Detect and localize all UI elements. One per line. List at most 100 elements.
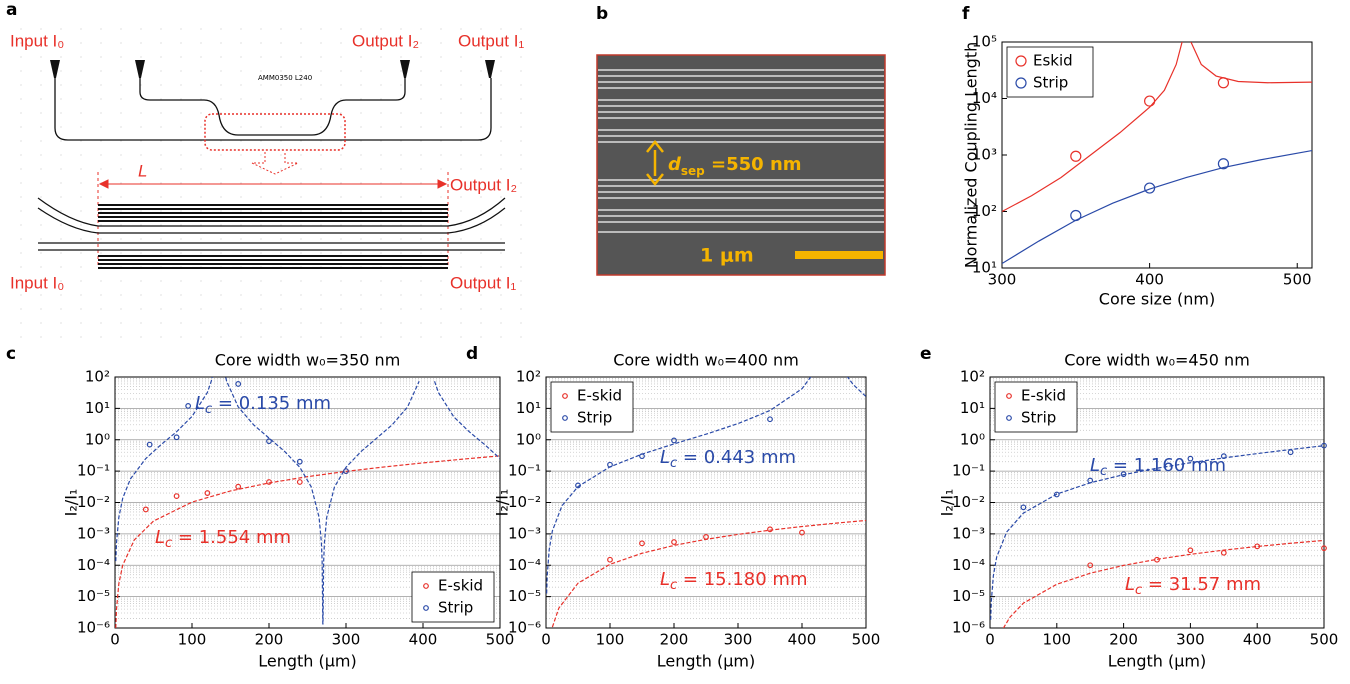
y-tick-label: 10²: [972, 202, 997, 220]
x-tick-label: 500: [1310, 631, 1339, 649]
legend-marker: [1006, 415, 1012, 421]
legend-label: Strip: [438, 599, 473, 617]
annotation-text: = 0.135 mm: [212, 393, 331, 414]
dsep-symbol: d: [668, 154, 682, 175]
annotation-sub: c: [670, 456, 677, 471]
data-point: [607, 556, 613, 563]
legend-label: Strip: [1021, 409, 1056, 427]
plot-frame: [545, 376, 867, 629]
x-tick-label: 300: [724, 631, 753, 649]
x-axis-label: Length (μm): [1108, 652, 1207, 671]
data-point: [1087, 477, 1094, 484]
x-tick-label: 200: [660, 631, 689, 649]
legend-label: Eskid: [1033, 52, 1073, 70]
x-tick-label: 0: [110, 631, 120, 649]
y-tick-label: 10¹: [972, 259, 997, 277]
data-point: [1187, 455, 1194, 462]
port-label: Input I₀: [10, 31, 64, 50]
y-tick-label: 10⁵: [972, 33, 997, 51]
grating-couplers: [50, 60, 495, 78]
data-point: [146, 441, 153, 448]
panel-label: e: [920, 344, 932, 364]
plot-frame: [989, 376, 1325, 629]
annotation: Lc = 0.135 mm: [195, 393, 331, 417]
y-tick-label: 10⁴: [972, 89, 997, 107]
data-point: [266, 438, 272, 445]
x-tick-label: 0: [541, 631, 551, 649]
data-point: [1220, 453, 1227, 460]
y-tick-label: 10⁻⁵: [77, 587, 110, 605]
y-tick-label: 10⁻²: [508, 493, 541, 511]
sem-stripes: [598, 69, 884, 233]
chart: f Core size (nm) Normalized Coupling Lengt…: [962, 4, 1313, 309]
data-point: [1287, 449, 1294, 456]
scale-label: 1 μm: [700, 245, 754, 267]
annotation: Lc = 0.443 mm: [660, 447, 796, 471]
zoom-box: [204, 113, 346, 151]
annotation: Lc = 1.160 mm: [1090, 455, 1226, 479]
legend-box: [994, 381, 1078, 433]
panel-label: d: [466, 344, 478, 364]
data-point: [343, 468, 349, 475]
data-point: [1220, 549, 1227, 556]
sem-image: [596, 54, 886, 276]
y-tick-label: 10⁻⁵: [952, 587, 985, 605]
y-tick-label: 10⁻⁶: [77, 619, 110, 637]
legend-marker: [423, 605, 429, 611]
annotation-sub: c: [205, 402, 212, 417]
annotation-symbol: L: [195, 393, 205, 414]
fit-line: [115, 377, 500, 625]
legend-box: [411, 571, 495, 623]
data-point: [799, 529, 805, 536]
annotation-sub: c: [165, 536, 172, 551]
scale-bar: [795, 251, 883, 259]
dsep-arrow: [646, 139, 664, 187]
legend-marker: [562, 393, 568, 399]
x-tick-label: 500: [852, 631, 881, 649]
y-tick-label: 10⁻¹: [508, 462, 541, 480]
data-point: [1187, 547, 1194, 554]
x-tick-label: 400: [1135, 271, 1164, 289]
dsep-label: dsep =550 nm: [668, 154, 802, 178]
length-label: L: [138, 161, 147, 180]
chart-title: Core width w₀=350 nm: [215, 351, 401, 370]
y-axis-label: I₂/I₁: [938, 489, 957, 517]
annotation-sub: c: [1100, 464, 1107, 479]
x-tick-label: 300: [1176, 631, 1205, 649]
y-tick-label: 10⁰: [85, 430, 110, 448]
x-tick-label: 400: [409, 631, 438, 649]
annotation-text: = 0.443 mm: [677, 447, 796, 468]
annotation-sub: c: [1135, 583, 1142, 598]
y-tick-label: 10⁻¹: [77, 462, 110, 480]
data-point: [1217, 158, 1230, 170]
stripes: [98, 204, 448, 269]
legend-marker: [1015, 55, 1027, 67]
panel-label: f: [962, 4, 970, 24]
dsep-sub: sep: [681, 164, 705, 178]
y-tick-label: 10⁰: [516, 430, 541, 448]
annotation-text: = 15.180 mm: [677, 569, 807, 590]
x-tick-label: 100: [1042, 631, 1071, 649]
data-point: [296, 479, 303, 485]
legend-label: E-skid: [1021, 387, 1066, 405]
port-label: Output I₁: [458, 31, 524, 50]
legend-label: Strip: [577, 409, 612, 427]
data-point: [185, 402, 192, 409]
data-point: [1087, 562, 1094, 569]
y-tick-label: 10⁻²: [77, 493, 110, 511]
panel-label: b: [596, 4, 608, 24]
legend-box: [550, 381, 634, 433]
x-axis-label: Length (μm): [258, 652, 357, 671]
y-tick-label: 10¹: [516, 399, 541, 417]
data-point: [1321, 442, 1327, 449]
data-point: [671, 437, 677, 444]
panel-b: b dsep =550 nm 1 μm: [596, 4, 886, 276]
data-point: [575, 482, 581, 489]
data-point: [767, 416, 773, 423]
x-tick-label: 400: [788, 631, 817, 649]
x-tick-label: 100: [596, 631, 625, 649]
x-tick-label: 400: [1243, 631, 1272, 649]
coupler-layout: [37, 197, 506, 251]
